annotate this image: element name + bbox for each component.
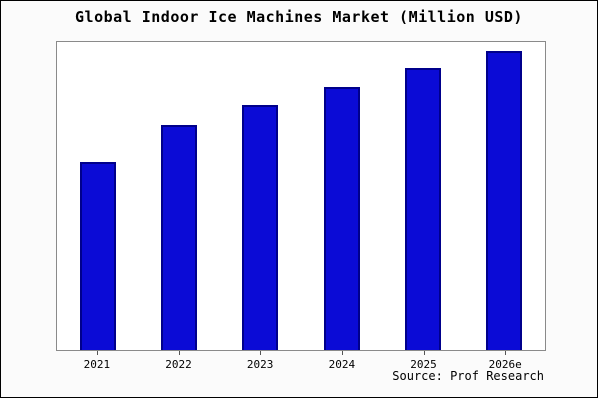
bar-2025 — [404, 68, 441, 350]
bar-column — [301, 42, 382, 350]
x-axis-label-text: 2023 — [246, 358, 274, 371]
x-axis-label-text: 2024 — [328, 358, 356, 371]
x-axis-label-text: 2021 — [83, 358, 111, 371]
x-axis-label-text: 2022 — [165, 358, 192, 371]
bar-2022 — [160, 125, 197, 350]
x-axis-label-2022: 2022 — [138, 351, 220, 371]
bar-column — [382, 42, 463, 350]
axis-tick — [423, 351, 425, 355]
x-axis-label-2023: 2023 — [219, 351, 301, 371]
x-axis-label-2024: 2024 — [301, 351, 383, 371]
x-axis-label-2026e: 2026e — [464, 351, 546, 371]
source-annotation: Source: Prof Research — [392, 369, 544, 383]
x-axis-label-text: 2025 — [410, 358, 437, 371]
bar-column — [57, 42, 138, 350]
x-axis-label-2021: 2021 — [56, 351, 138, 371]
axis-tick — [505, 351, 507, 355]
plot-area — [56, 41, 546, 351]
bar-2026e — [486, 51, 523, 350]
x-axis-label-2025: 2025 — [383, 351, 465, 371]
bar-column — [220, 42, 301, 350]
bar-column — [138, 42, 219, 350]
bar-2023 — [242, 105, 279, 350]
axis-tick — [341, 351, 343, 355]
bar-column — [464, 42, 545, 350]
bar-2024 — [323, 87, 360, 350]
x-axis-label-text: 2026e — [488, 358, 522, 371]
bar-2021 — [79, 162, 116, 350]
axis-tick — [96, 351, 98, 355]
axis-tick — [178, 351, 180, 355]
chart-title: Global Indoor Ice Machines Market (Milli… — [75, 8, 523, 26]
x-axis-labels: 2021 2022 2023 2024 2025 2026e — [56, 351, 546, 371]
axis-tick — [260, 351, 262, 355]
